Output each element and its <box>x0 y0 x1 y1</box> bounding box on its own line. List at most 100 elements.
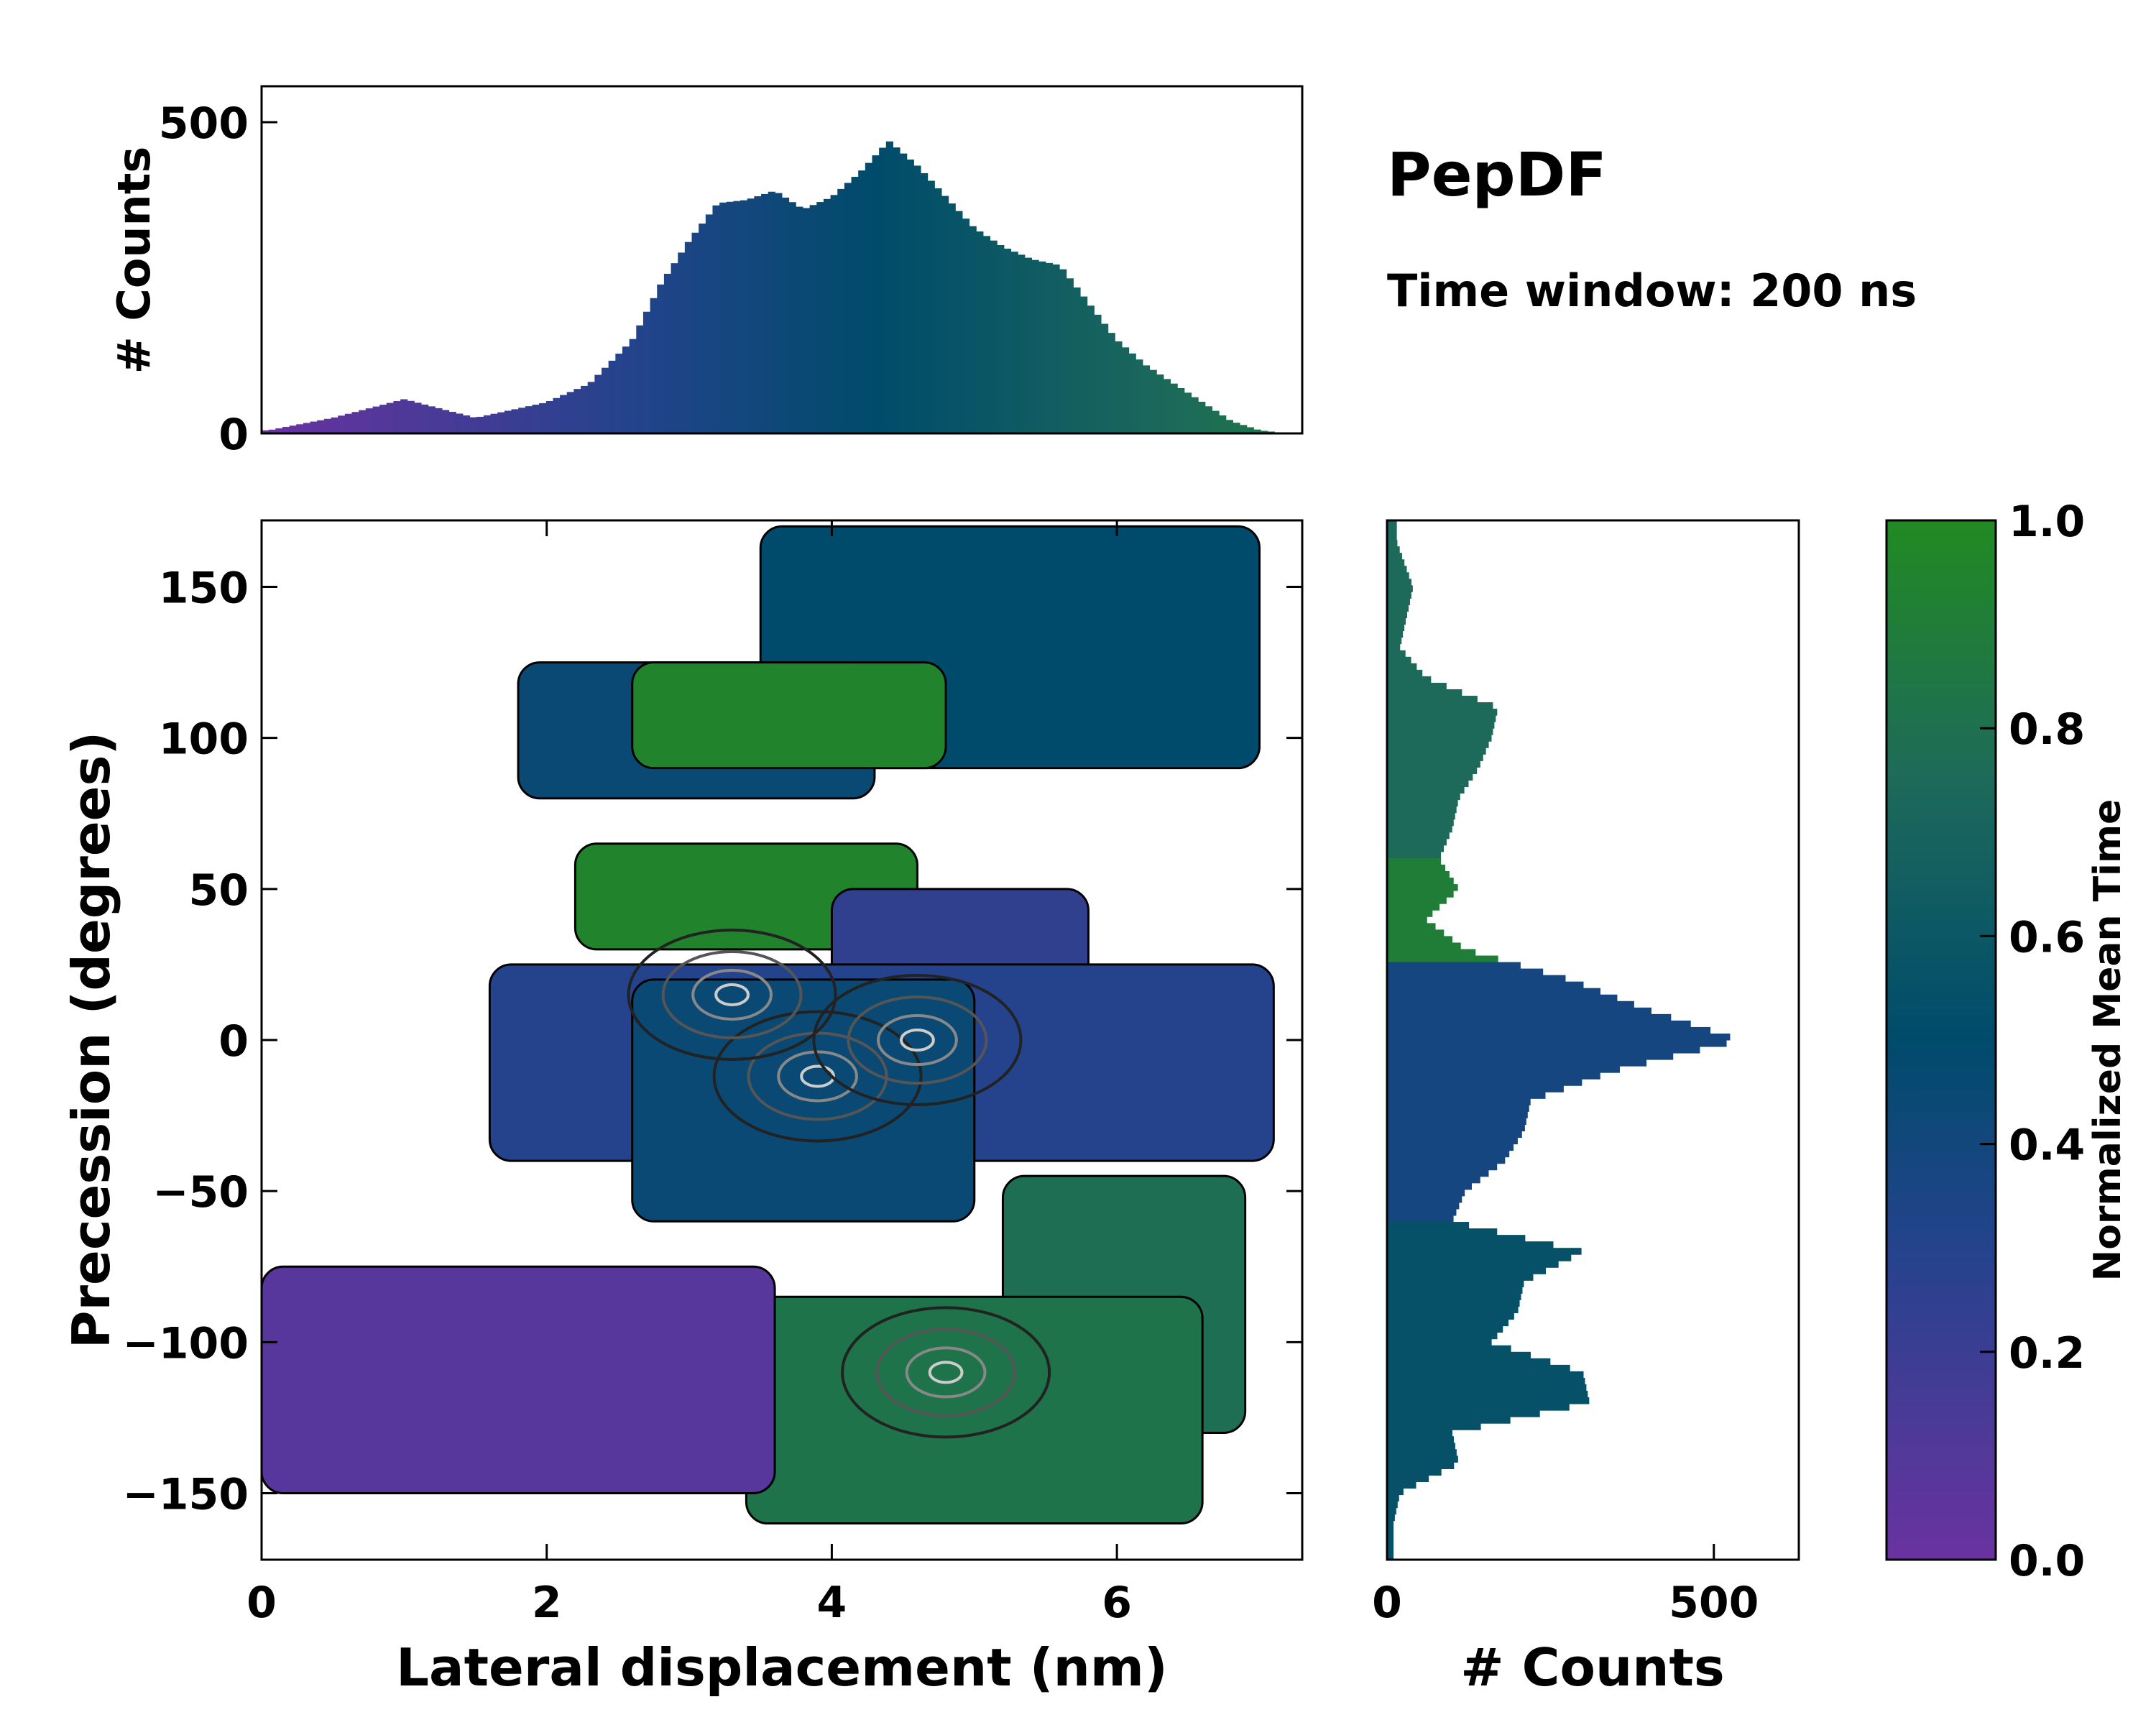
right-histogram-bar <box>1387 1222 1470 1229</box>
right-histogram-bar <box>1387 585 1413 592</box>
right-histogram-bar <box>1387 851 1442 859</box>
right-histogram-bar <box>1387 897 1447 904</box>
main-y-tick-label: −100 <box>122 1318 249 1368</box>
right-histogram-bar <box>1387 949 1476 957</box>
top-histogram-bar <box>941 196 949 433</box>
top-histogram-bar <box>539 402 547 433</box>
top-histogram-bar <box>323 418 332 433</box>
top-histogram-bar <box>476 416 484 433</box>
right-histogram-bar <box>1387 1423 1481 1430</box>
top-y-tick-label: 0 <box>218 410 249 460</box>
top-histogram-bar <box>816 202 824 433</box>
top-histogram-bar <box>1163 379 1171 433</box>
top-histogram-bar <box>865 162 872 434</box>
top-histogram-bar <box>809 205 817 433</box>
colorbar-tick-label: 0.8 <box>2009 704 2085 755</box>
top-histogram-bar <box>566 392 574 433</box>
top-histogram-bar <box>1170 383 1178 433</box>
top-histogram-bar <box>1156 374 1164 433</box>
right-histogram-bar <box>1387 760 1480 768</box>
right-histogram-bar <box>1387 1208 1457 1216</box>
right-histogram-bar <box>1387 546 1400 553</box>
right-histogram-bar <box>1387 735 1492 742</box>
top-histogram-bar <box>642 311 651 433</box>
right-histogram-bar <box>1387 527 1397 534</box>
right-histogram-bars <box>1387 520 1731 1560</box>
top-histogram-bar <box>602 367 609 433</box>
density-contour-0-1 <box>747 1031 888 1121</box>
right-histogram-bar <box>1387 767 1478 774</box>
main-x-ticks: 0 2 4 6 <box>247 520 1132 1628</box>
top-histogram-bar <box>1122 347 1130 433</box>
right-histogram-bar <box>1387 1131 1522 1138</box>
main-x-tick-label: 0 <box>247 1578 277 1628</box>
top-histogram-bar <box>921 172 929 434</box>
top-histogram-bar <box>851 177 859 434</box>
right-histogram-bar <box>1387 676 1432 684</box>
top-histogram-bar <box>262 430 270 433</box>
top-histogram-bar <box>1253 429 1261 433</box>
right-histogram-bar <box>1387 1481 1416 1489</box>
right-histogram-bar <box>1387 630 1404 638</box>
right-histogram-bar <box>1387 1111 1528 1118</box>
top-histogram-bar <box>1149 369 1157 433</box>
top-histogram-bar <box>823 198 831 433</box>
right-histogram-bar <box>1387 1494 1399 1502</box>
right-histogram-bar <box>1387 1085 1564 1092</box>
right-histogram-bar <box>1387 1514 1395 1522</box>
right-histogram-bar <box>1387 1371 1584 1379</box>
top-histogram-bar <box>906 160 914 433</box>
right-histogram-bar <box>1387 637 1402 645</box>
top-histogram-bar <box>1225 420 1233 433</box>
top-histogram-bar <box>934 188 942 433</box>
density-contour-1-1 <box>847 995 988 1085</box>
right-histogram-bar <box>1387 592 1411 599</box>
top-histogram-bar <box>608 360 616 433</box>
main-x-tick-label: 2 <box>532 1578 562 1628</box>
top-histogram-frame <box>260 85 1304 435</box>
right-histogram-bar <box>1387 579 1411 586</box>
right-histogram-bar <box>1387 936 1452 943</box>
top-histogram-bar <box>359 410 367 433</box>
top-histogram-bar <box>719 202 727 433</box>
density-contour-3-3 <box>928 1361 964 1384</box>
top-histogram-bar <box>490 413 498 433</box>
main-y-tick-label: 100 <box>159 714 249 765</box>
top-histogram-bar <box>948 203 956 433</box>
top-histogram-bar <box>407 400 415 433</box>
right-histogram-bar <box>1387 1040 1727 1047</box>
right-histogram-bar <box>1387 799 1458 807</box>
right-histogram-bar <box>1387 1261 1559 1268</box>
right-histogram-bar <box>1387 1455 1458 1463</box>
colorbar-tick-label: 0.4 <box>2009 1121 2085 1171</box>
right-histogram-bar <box>1387 929 1445 937</box>
density-contour-0-0 <box>712 1010 923 1143</box>
right-histogram-bar <box>1387 786 1465 794</box>
right-histogram-bar <box>1387 1377 1585 1385</box>
right-histogram-bar <box>1387 656 1411 664</box>
top-histogram-bar <box>691 232 699 433</box>
right-histogram-bar <box>1387 1345 1511 1353</box>
right-histogram-bar <box>1387 702 1493 709</box>
right-histogram-bar <box>1387 624 1405 632</box>
right-histogram-bar <box>1387 1410 1540 1417</box>
top-histogram-bar <box>553 397 561 433</box>
right-histogram-bar <box>1387 845 1444 852</box>
top-histogram-bar <box>1198 401 1206 433</box>
top-histogram-bar <box>969 226 977 433</box>
top-histogram-bar <box>1219 415 1227 433</box>
top-histogram-bar <box>955 211 963 433</box>
top-y-tick-label: 500 <box>159 98 249 149</box>
right-histogram-bar <box>1387 1501 1398 1509</box>
top-histogram-bar <box>684 242 693 433</box>
right-histogram-bar <box>1387 942 1461 949</box>
right-histogram-bar <box>1387 1430 1453 1437</box>
right-histogram-bar <box>1387 1124 1525 1132</box>
top-histogram-bar <box>1184 392 1192 433</box>
right-histogram-bar <box>1387 663 1417 671</box>
right-histogram-bar <box>1387 1098 1531 1105</box>
top-histogram-bar <box>796 206 803 433</box>
right-histogram-bar <box>1387 864 1446 872</box>
top-histogram-bars <box>262 141 1289 434</box>
